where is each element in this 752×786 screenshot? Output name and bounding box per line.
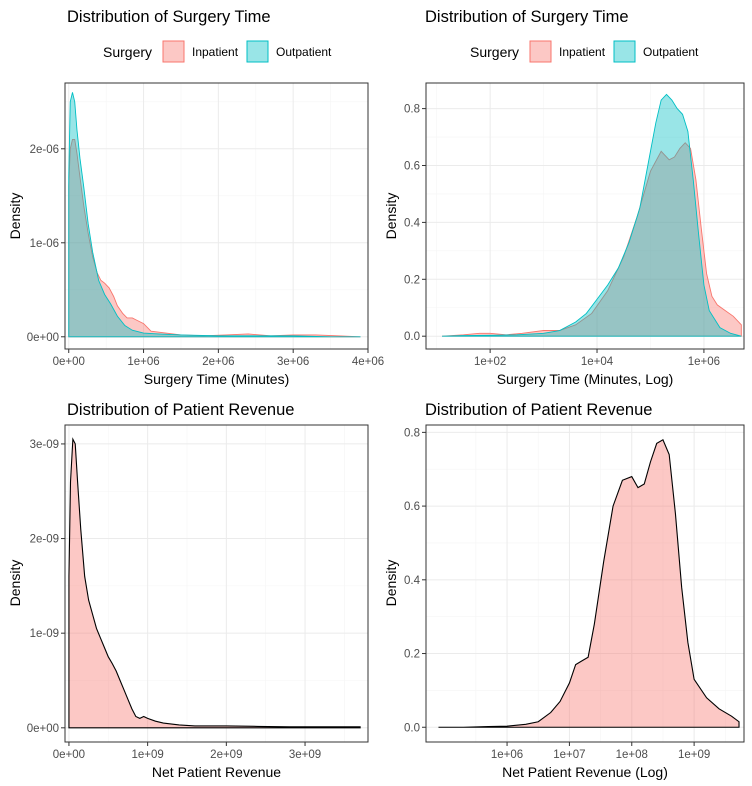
panel-1-y-tick-label-2: 2e-06: [30, 144, 59, 156]
panel-2-y-tick-label-1: 0.2: [404, 274, 420, 286]
panel-3-y-tick-label-2: 2e-09: [30, 534, 59, 546]
panel-2-y-axis-title: Density: [383, 193, 399, 240]
panel-4-x-tick-label-1: 1e+07: [553, 749, 585, 761]
panel-1-title: Distribution of Surgery Time: [67, 8, 271, 26]
panel-3-density-area-revenue: [68, 437, 361, 729]
panel-1-x-axis-title: Surgery Time (Minutes): [144, 371, 289, 387]
panel-1-y-tick-label-0: 0e+00: [27, 332, 59, 344]
panel-4-y-tick-label-1: 0.2: [404, 649, 420, 661]
panel-4-density-area-revenue: [438, 438, 740, 728]
panel-3-y-axis-title: Density: [7, 560, 23, 607]
panel-4-x-ticks: 1e+06 1e+07 1e+08 1e+09: [491, 742, 710, 761]
panel-2-x-tick-label-1: 1e+04: [581, 356, 614, 368]
panel-3-areas: [68, 437, 361, 729]
panel-4-areas: [438, 438, 740, 728]
panel-2-density-area-inpatient: [442, 142, 742, 337]
panel-patient-revenue: Distribution of Patient Revenue 0e+00 1e+…: [7, 401, 369, 780]
panel-2-x-ticks: 1e+02 1e+04 1e+06: [474, 349, 720, 368]
panel-1-y-tick-label-1: 1e-06: [30, 238, 59, 250]
panel-4-y-tick-label-4: 0.8: [404, 427, 420, 439]
panel-3-border: [64, 424, 369, 743]
panel-surgery-time-log: Distribution of Surgery Time Surgery Inp…: [383, 8, 745, 387]
panel-2-density-area-outpatient: [442, 93, 742, 337]
panel-1-legend-key-outpatient: [246, 40, 269, 63]
panel-1-legend: Surgery Inpatient Outpatient: [103, 40, 332, 63]
panel-1-x-ticks: 0e+00 1e+06 2e+06 3e+06 4e+06: [53, 349, 384, 368]
panel-3-x-tick-label-3: 3e+09: [289, 749, 321, 761]
panel-3-x-tick-label-2: 2e+09: [210, 749, 242, 761]
panel-1-y-axis-title: Density: [7, 193, 23, 240]
panel-3-y-tick-label-0: 0e+00: [27, 723, 59, 735]
panel-2-x-tick-label-0: 1e+02: [474, 356, 506, 368]
panel-4-y-tick-label-3: 0.6: [404, 501, 420, 513]
panel-1-areas: [68, 92, 361, 338]
panel-2-legend-title: Surgery: [470, 44, 519, 60]
panel-3-x-ticks: 0e+00 1e+09 2e+09 3e+09: [53, 742, 321, 761]
panel-2-y-tick-label-0: 0.0: [404, 331, 420, 343]
panel-3-y-tick-label-3: 3e-09: [30, 439, 59, 451]
panel-4-title: Distribution of Patient Revenue: [425, 401, 652, 419]
panel-4-grid: [426, 425, 744, 742]
panel-4-border: [425, 424, 745, 743]
panel-1-density-area-inpatient: [68, 138, 361, 338]
panel-2-legend-key-outpatient: [613, 40, 636, 63]
panel-1-y-ticks: 0e+00 1e-06 2e-06: [27, 144, 65, 344]
panel-1-density-area-outpatient: [68, 92, 361, 338]
panel-4-x-tick-label-3: 1e+09: [678, 749, 710, 761]
panel-3-y-tick-label-1: 1e-09: [30, 628, 59, 640]
panel-1-x-tick-label-2: 2e+06: [202, 356, 234, 368]
panel-2-x-axis-title: Surgery Time (Minutes, Log): [497, 371, 674, 387]
panel-4-y-axis-title: Density: [383, 560, 399, 607]
panel-2-legend-label-inpatient: Inpatient: [559, 45, 606, 59]
panel-4-y-tick-label-2: 0.4: [404, 575, 421, 587]
panel-2-legend-label-outpatient: Outpatient: [643, 45, 699, 59]
panel-4-x-tick-label-2: 1e+08: [616, 749, 648, 761]
panel-2-areas: [442, 93, 742, 337]
panel-3-y-ticks: 0e+00 1e-09 2e-09 3e-09: [27, 439, 65, 735]
panel-4-x-axis-title: Net Patient Revenue (Log): [502, 764, 668, 780]
panel-2-legend-key-inpatient: [529, 40, 552, 63]
panel-1-legend-label-inpatient: Inpatient: [192, 45, 239, 59]
panel-3-x-axis-title: Net Patient Revenue: [152, 764, 281, 780]
panel-2-y-tick-label-2: 0.4: [404, 217, 421, 229]
panel-1-border: [64, 82, 369, 350]
panel-2-legend: Surgery Inpatient Outpatient: [470, 40, 699, 63]
panel-3-x-tick-label-0: 0e+00: [53, 749, 85, 761]
panel-3-title: Distribution of Patient Revenue: [67, 401, 294, 419]
panel-4-y-ticks: 0.0 0.2 0.4 0.6 0.8: [404, 427, 426, 734]
panel-surgery-time: Distribution of Surgery Time Surgery Inp…: [7, 8, 384, 387]
panel-patient-revenue-log: Distribution of Patient Revenue 1e+06 1e+…: [383, 401, 745, 780]
panel-1-x-tick-label-1: 1e+06: [127, 356, 159, 368]
panel-1-legend-key-inpatient: [162, 40, 185, 63]
panel-2-title: Distribution of Surgery Time: [425, 8, 629, 26]
panel-3-x-tick-label-1: 1e+09: [131, 749, 163, 761]
panel-2-border: [425, 82, 745, 350]
panel-1-legend-title: Surgery: [103, 44, 152, 60]
panel-4-x-tick-label-0: 1e+06: [491, 749, 523, 761]
panel-2-y-tick-label-4: 0.8: [404, 104, 420, 116]
panel-1-x-tick-label-0: 0e+00: [53, 356, 85, 368]
panel-1-legend-label-outpatient: Outpatient: [276, 45, 332, 59]
panel-2-y-tick-label-3: 0.6: [404, 161, 420, 173]
panel-2-y-ticks: 0.0 0.2 0.4 0.6 0.8: [404, 104, 426, 343]
panel-1-x-tick-label-3: 3e+06: [277, 356, 309, 368]
panel-4-y-tick-label-0: 0.0: [404, 722, 420, 734]
panel-1-x-tick-label-4: 4e+06: [352, 356, 384, 368]
panel-2-x-tick-label-2: 1e+06: [688, 356, 720, 368]
